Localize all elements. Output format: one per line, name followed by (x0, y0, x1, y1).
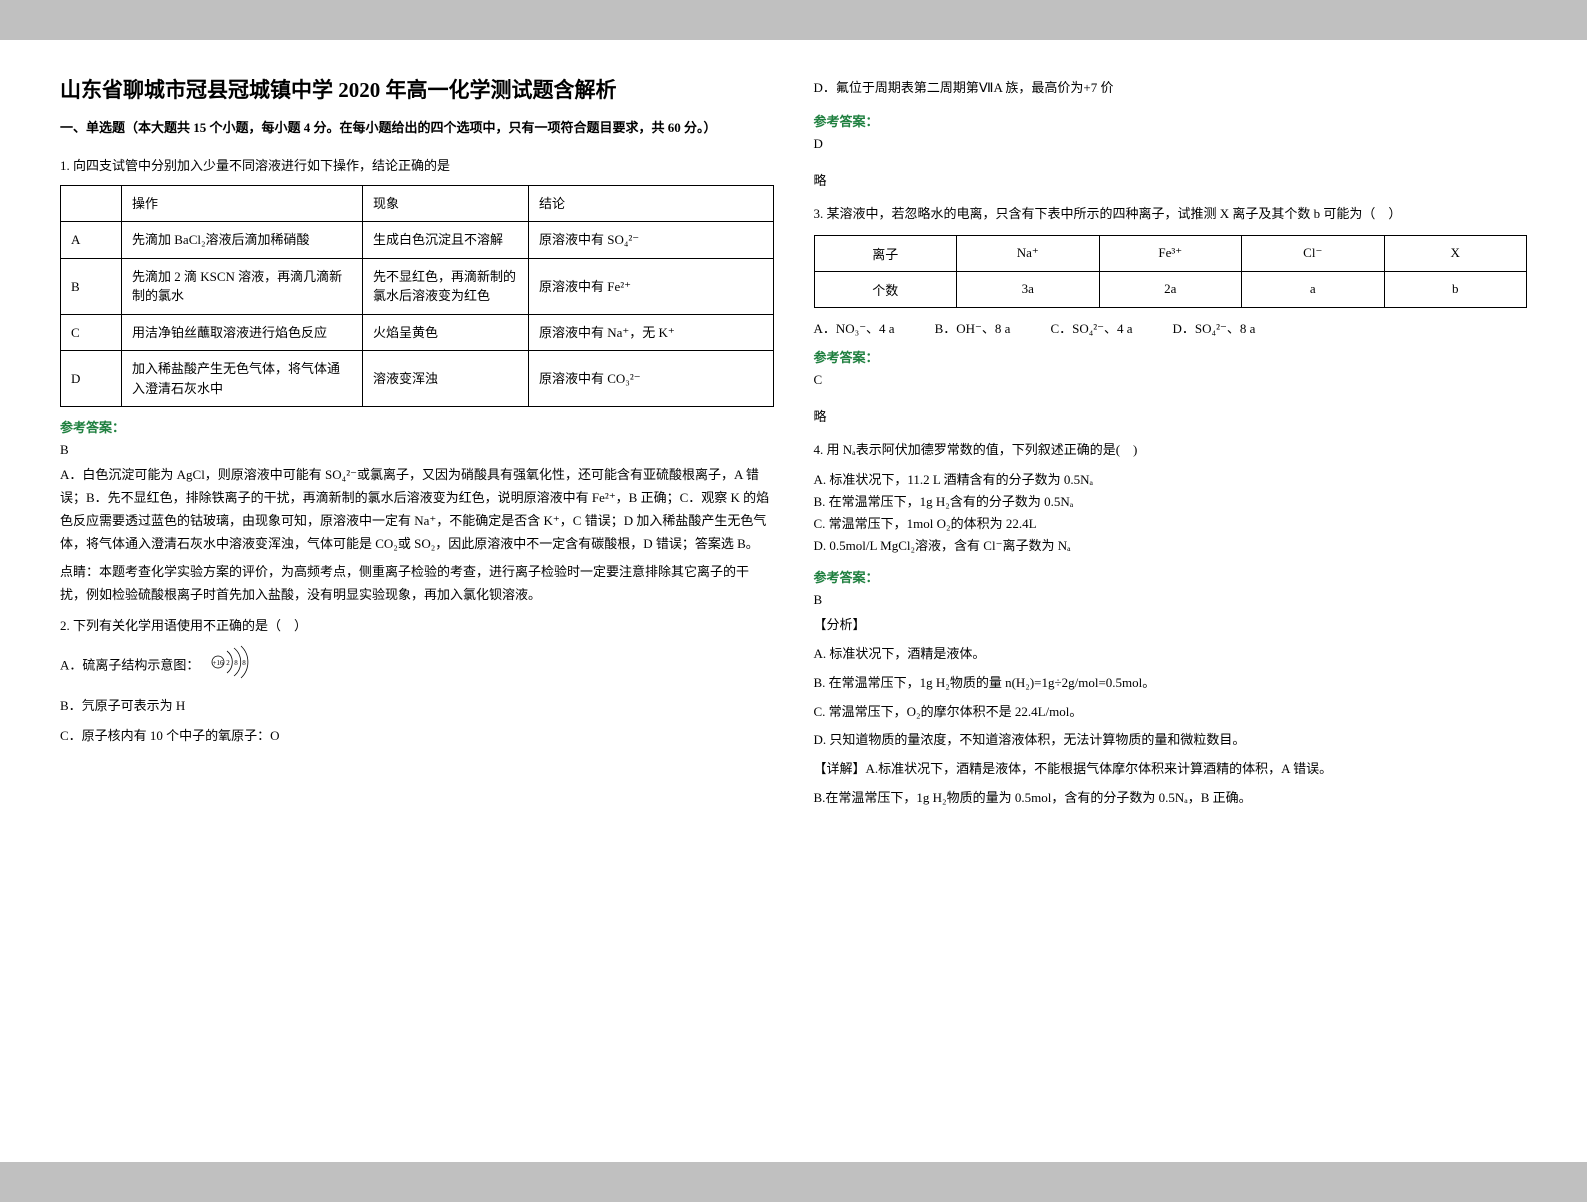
q4-dA: A.标准状况下，酒精是液体，不能根据气体摩尔体积来计算酒精的体积，A 错误。 (866, 761, 1333, 776)
page-sheet: 山东省聊城市冠县冠城镇中学 2020 年高一化学测试题含解析 一、单选题（本大题… (0, 40, 1587, 1162)
q4-aB: B. 在常温常压下，1g H₂物质的量 n(H₂)=1g÷2g/mol=0.5m… (814, 672, 1528, 695)
td: Fe³⁺ (1099, 235, 1242, 271)
q3-optC: C．SO₄²⁻、4 a (1050, 318, 1132, 337)
th: 现象 (363, 185, 529, 222)
td: 先滴加 BaCl₂溶液后滴加稀硝酸 (122, 222, 363, 259)
table-row: A 先滴加 BaCl₂溶液后滴加稀硝酸 生成白色沉淀且不溶解 原溶液中有 SO₄… (61, 222, 774, 259)
q2-optC: C．原子核内有 10 个中子的氧原子：O (60, 724, 774, 749)
td: 原溶液中有 Na⁺，无 K⁺ (529, 314, 774, 351)
q4-aD: D. 只知道物质的量浓度，不知道溶液体积，无法计算物质的量和微粒数目。 (814, 729, 1528, 752)
q4-optB: B. 在常温常压下，1g H₂含有的分子数为 0.5Nₐ (814, 491, 1528, 513)
table-row: 离子 Na⁺ Fe³⁺ Cl⁻ X (814, 235, 1527, 271)
q3-options: A．NO₃⁻、4 a B．OH⁻、8 a C．SO₄²⁻、4 a D．SO₄²⁻… (814, 318, 1528, 337)
q3-optD: D．SO₄²⁻、8 a (1173, 318, 1256, 337)
table-row: B 先滴加 2 滴 KSCN 溶液，再滴几滴新制的氯水 先不显红色，再滴新制的氯… (61, 258, 774, 314)
td: 个数 (814, 271, 957, 307)
table-row: D 加入稀盐酸产生无色气体，将气体通入澄清石灰水中 溶液变浑浊 原溶液中有 CO… (61, 351, 774, 407)
document-title: 山东省聊城市冠县冠城镇中学 2020 年高一化学测试题含解析 (60, 74, 774, 104)
q2-optD: D．氟位于周期表第二周期第ⅦA 族，最高价为+7 价 (814, 76, 1528, 101)
table-row: C 用洁净铂丝蘸取溶液进行焰色反应 火焰呈黄色 原溶液中有 Na⁺，无 K⁺ (61, 314, 774, 351)
td: Cl⁻ (1242, 235, 1385, 271)
td: 先不显红色，再滴新制的氯水后溶液变为红色 (363, 258, 529, 314)
section-instruction: 一、单选题（本大题共 15 个小题，每小题 4 分。在每小题给出的四个选项中，只… (60, 118, 774, 139)
q2-lue: 略 (814, 170, 1528, 189)
q4-aC: C. 常温常压下，O₂的摩尔体积不是 22.4L/mol。 (814, 701, 1528, 724)
th: 结论 (529, 185, 774, 222)
td: 离子 (814, 235, 957, 271)
td: 生成白色沉淀且不溶解 (363, 222, 529, 259)
td: 用洁净铂丝蘸取溶液进行焰色反应 (122, 314, 363, 351)
q1-stem: 1. 向四支试管中分别加入少量不同溶液进行如下操作，结论正确的是 (60, 155, 774, 177)
td: 先滴加 2 滴 KSCN 溶液，再滴几滴新制的氯水 (122, 258, 363, 314)
q3-stem: 3. 某溶液中，若忽略水的电离，只含有下表中所示的四种离子，试推测 X 离子及其… (814, 203, 1528, 225)
td: C (61, 314, 122, 351)
td: X (1384, 235, 1527, 271)
q4-dB: B.在常温常压下，1g H₂物质的量为 0.5mol，含有的分子数为 0.5Nₐ… (814, 787, 1528, 810)
td: 火焰呈黄色 (363, 314, 529, 351)
q1-explain2: 点睛：本题考查化学实验方案的评价，为高频考点，侧重离子检验的考查，进行离子检验时… (60, 561, 774, 607)
td: 溶液变浑浊 (363, 351, 529, 407)
right-column: D．氟位于周期表第二周期第ⅦA 族，最高价为+7 价 参考答案： D 略 3. … (794, 70, 1548, 1112)
q4-optC: C. 常温常压下，1mol O₂的体积为 22.4L (814, 513, 1528, 535)
detail-label: 【详解】 (814, 761, 866, 776)
svg-text:8: 8 (234, 659, 238, 667)
td: 3a (957, 271, 1100, 307)
td: B (61, 258, 122, 314)
svg-text:+16: +16 (212, 659, 223, 667)
td: b (1384, 271, 1527, 307)
td: 原溶液中有 SO₄²⁻ (529, 222, 774, 259)
q3-answer: C (814, 372, 1528, 388)
th (61, 185, 122, 222)
svg-text:8: 8 (242, 659, 246, 667)
table-row: 个数 3a 2a a b (814, 271, 1527, 307)
q4-optD: D. 0.5mol/L MgCl₂溶液，含有 Cl⁻离子数为 Nₐ (814, 535, 1528, 557)
td: 加入稀盐酸产生无色气体，将气体通入澄清石灰水中 (122, 351, 363, 407)
analysis-label: 【分析】 (814, 614, 1528, 637)
td: 原溶液中有 CO₃²⁻ (529, 351, 774, 407)
q4-stem: 4. 用 Nₐ表示阿伏加德罗常数的值，下列叙述正确的是( ) (814, 439, 1528, 461)
answer-label: 参考答案： (814, 111, 1528, 130)
sulfur-ion-diagram-icon: +16 2 8 8 (207, 645, 253, 688)
td: Na⁺ (957, 235, 1100, 271)
svg-text:2: 2 (226, 659, 230, 667)
td: 原溶液中有 Fe²⁺ (529, 258, 774, 314)
td: A (61, 222, 122, 259)
q4-answer: B (814, 592, 1528, 608)
q2-stem: 2. 下列有关化学用语使用不正确的是（ ） (60, 615, 774, 637)
q4-optA: A. 标准状况下，11.2 L 酒精含有的分子数为 0.5Nₐ (814, 469, 1528, 491)
q2-answer: D (814, 136, 1528, 152)
q3-lue: 略 (814, 406, 1528, 425)
th: 操作 (122, 185, 363, 222)
answer-label: 参考答案： (60, 417, 774, 436)
q3-table: 离子 Na⁺ Fe³⁺ Cl⁻ X 个数 3a 2a a b (814, 235, 1528, 308)
td: a (1242, 271, 1385, 307)
table-row: 操作 现象 结论 (61, 185, 774, 222)
q1-table: 操作 现象 结论 A 先滴加 BaCl₂溶液后滴加稀硝酸 生成白色沉淀且不溶解 … (60, 185, 774, 408)
q4-opts: A. 标准状况下，11.2 L 酒精含有的分子数为 0.5Nₐ B. 在常温常压… (814, 469, 1528, 557)
q1-explain: A．白色沉淀可能为 AgCl，则原溶液中可能有 SO₄²⁻或氯离子，又因为硝酸具… (60, 464, 774, 555)
q4-aA: A. 标准状况下，酒精是液体。 (814, 643, 1528, 666)
left-column: 山东省聊城市冠县冠城镇中学 2020 年高一化学测试题含解析 一、单选题（本大题… (40, 70, 794, 1112)
td: 2a (1099, 271, 1242, 307)
q1-answer: B (60, 442, 774, 458)
optA-label: A．硫离子结构示意图： (60, 657, 199, 672)
q2-optA: A．硫离子结构示意图： +16 2 8 8 (60, 645, 774, 688)
answer-label: 参考答案： (814, 347, 1528, 366)
td: D (61, 351, 122, 407)
q4-detail: 【详解】A.标准状况下，酒精是液体，不能根据气体摩尔体积来计算酒精的体积，A 错… (814, 758, 1528, 781)
q2-optB: B．氕原子可表示为 H (60, 694, 774, 719)
answer-label: 参考答案： (814, 567, 1528, 586)
q3-optB: B．OH⁻、8 a (935, 318, 1011, 337)
q3-optA: A．NO₃⁻、4 a (814, 318, 895, 337)
